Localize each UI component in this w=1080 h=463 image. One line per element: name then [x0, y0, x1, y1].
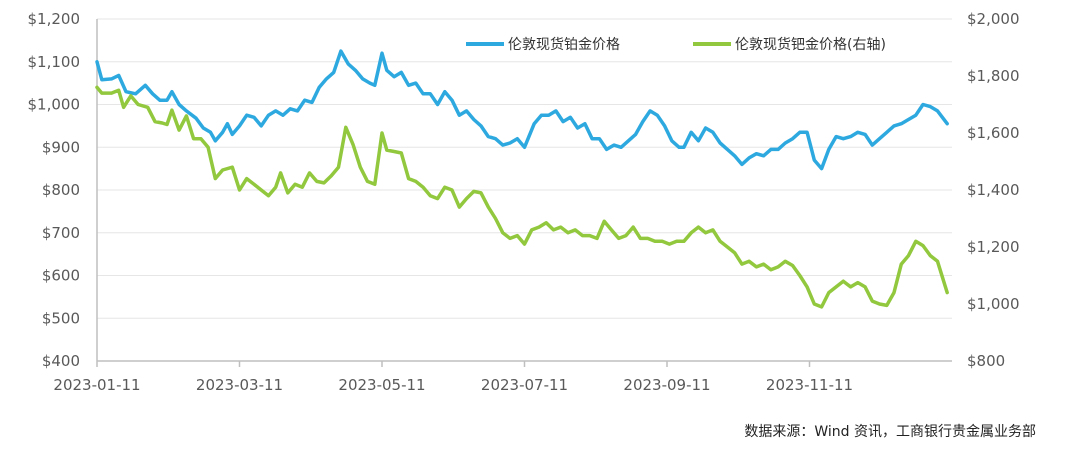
y-right-axis: $800 $1,000 $1,200 $1,400 $1,600 $1,800 $2,000: [967, 10, 1020, 370]
y-right-tick-label: $800: [967, 352, 1005, 370]
x-tick-label: 2023-03-11: [196, 376, 283, 394]
y-right-tick-label: $1,600: [967, 124, 1020, 142]
y-left-tick-label: $500: [42, 309, 80, 327]
x-tick-label: 2023-05-11: [338, 376, 425, 394]
y-right-tick-label: $1,400: [967, 181, 1020, 199]
y-right-tick-label: $1,800: [967, 67, 1020, 85]
legend-label-palladium: 伦敦现货钯金价格(右轴): [735, 36, 886, 53]
source-note: 数据来源：Wind 资讯，工商银行贵金属业务部: [744, 424, 1036, 440]
x-tick-label: 2023-11-11: [766, 376, 853, 394]
y-right-tick-label: $1,200: [967, 238, 1020, 256]
x-tick-label: 2023-09-11: [623, 376, 710, 394]
x-tick-label: 2023-01-11: [53, 376, 140, 394]
series-layer: [95, 49, 949, 309]
y-left-tick-label: $1,000: [28, 96, 81, 114]
y-left-tick-label: $600: [42, 267, 80, 285]
x-tick-label: 2023-07-11: [481, 376, 568, 394]
x-axis: 2023-01-11 2023-03-11 2023-05-11 2023-07-11…: [53, 19, 952, 394]
y-left-tick-label: $1,100: [28, 53, 81, 71]
y-left-tick-label: $700: [42, 224, 80, 242]
y-left-axis: $400 $500 $600 $700 $800 $900 $1,000 $1,100 $1,2…: [28, 10, 81, 370]
series-line-platinum: [95, 49, 949, 171]
y-left-tick-label: $800: [42, 181, 80, 199]
legend: 伦敦现货铂金价格 伦敦现货钯金价格(右轴): [466, 36, 886, 53]
y-right-tick-label: $2,000: [967, 10, 1020, 28]
y-left-tick-label: $1,200: [28, 10, 81, 28]
y-left-tick-label: $400: [42, 352, 80, 370]
y-left-tick-label: $900: [42, 138, 80, 156]
legend-label-platinum: 伦敦现货铂金价格: [508, 36, 620, 53]
y-right-tick-label: $1,000: [967, 295, 1020, 313]
series-line-palladium: [95, 85, 949, 309]
